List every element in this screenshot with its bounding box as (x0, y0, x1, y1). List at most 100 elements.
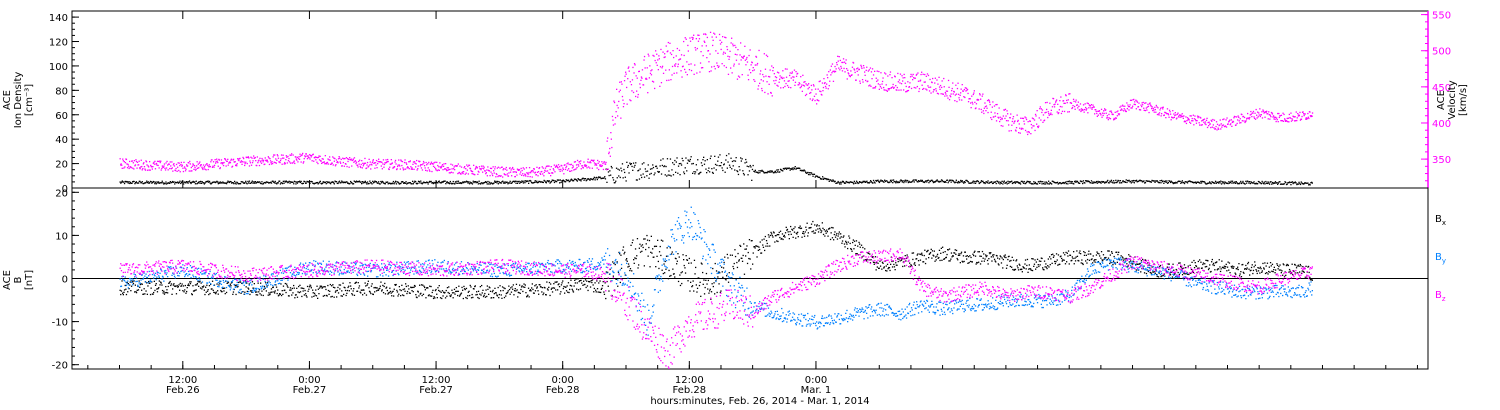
data-point (677, 63, 679, 65)
data-point (415, 182, 417, 185)
data-point (1014, 120, 1016, 122)
data-point (318, 181, 321, 183)
data-point (672, 174, 675, 176)
data-point (822, 176, 824, 178)
data-point (1231, 180, 1234, 182)
data-point (989, 181, 991, 183)
data-point (267, 161, 269, 163)
data-point (522, 290, 524, 293)
data-point (575, 178, 577, 181)
data-point (1172, 182, 1174, 184)
data-point (977, 181, 980, 183)
data-point (1120, 182, 1122, 184)
data-point (818, 176, 820, 178)
data-point (740, 42, 742, 44)
data-point (991, 118, 993, 121)
data-point (605, 297, 607, 300)
data-point (335, 181, 337, 183)
data-point (1237, 115, 1239, 117)
data-point (1014, 182, 1017, 184)
data-point (733, 160, 735, 162)
data-point (198, 162, 200, 164)
data-point (324, 181, 327, 183)
data-point (309, 284, 311, 286)
data-point (176, 284, 178, 287)
data-point (1175, 181, 1177, 183)
data-point (680, 164, 683, 166)
data-point (1129, 99, 1132, 101)
data-point (959, 94, 961, 96)
data-point (868, 69, 870, 71)
data-point (131, 182, 133, 184)
data-point (727, 161, 729, 163)
data-point (222, 181, 224, 183)
data-point (1229, 181, 1231, 183)
data-point (1129, 181, 1131, 183)
data-point (698, 173, 700, 175)
data-point (144, 182, 146, 184)
data-point (163, 182, 166, 184)
data-point (1039, 180, 1042, 182)
data-point (607, 137, 609, 139)
data-point (789, 169, 791, 171)
data-point (952, 82, 954, 84)
data-point (296, 159, 298, 161)
data-point (288, 157, 290, 160)
data-point (655, 245, 658, 247)
data-point (312, 292, 314, 294)
data-point (1186, 182, 1189, 184)
data-point (941, 179, 943, 182)
data-point (739, 54, 741, 56)
data-point (929, 78, 931, 81)
data-point (517, 169, 520, 171)
data-point (395, 183, 398, 185)
data-point (159, 160, 161, 162)
data-point (752, 67, 754, 69)
data-point (353, 294, 356, 296)
data-point (180, 181, 183, 184)
data-point (1008, 181, 1011, 183)
data-point (438, 289, 440, 292)
data-point (762, 73, 764, 76)
data-point (220, 289, 222, 292)
data-point (865, 69, 867, 71)
data-point (256, 156, 258, 158)
data-point (698, 38, 701, 40)
data-point (386, 181, 388, 183)
data-point (646, 234, 648, 237)
data-point (600, 291, 602, 294)
data-point (341, 290, 343, 292)
data-point (1300, 181, 1302, 183)
data-point (168, 282, 171, 284)
data-point (161, 284, 163, 286)
data-point (534, 285, 536, 287)
data-point (402, 288, 404, 291)
data-point (1302, 111, 1304, 113)
data-point (212, 165, 214, 167)
data-point (745, 158, 747, 161)
data-point (558, 179, 560, 181)
data-point (652, 81, 655, 83)
data-point (128, 288, 130, 290)
data-point (971, 182, 973, 184)
data-point (580, 279, 582, 282)
data-point (452, 168, 455, 170)
data-point (1282, 120, 1285, 122)
data-point (229, 283, 231, 285)
y2-tick-label: 400 (1432, 119, 1451, 130)
data-point (530, 172, 532, 174)
data-point (647, 164, 649, 166)
data-point (814, 99, 816, 102)
data-point (208, 181, 210, 183)
data-point (942, 93, 944, 95)
data-point (895, 182, 897, 184)
data-point (1112, 182, 1114, 184)
data-point (366, 161, 369, 164)
data-point (211, 166, 214, 168)
data-point (279, 159, 282, 162)
data-point (1260, 182, 1262, 184)
data-point (1290, 112, 1292, 114)
data-point (957, 180, 960, 183)
data-point (1025, 181, 1028, 183)
data-point (550, 175, 552, 177)
